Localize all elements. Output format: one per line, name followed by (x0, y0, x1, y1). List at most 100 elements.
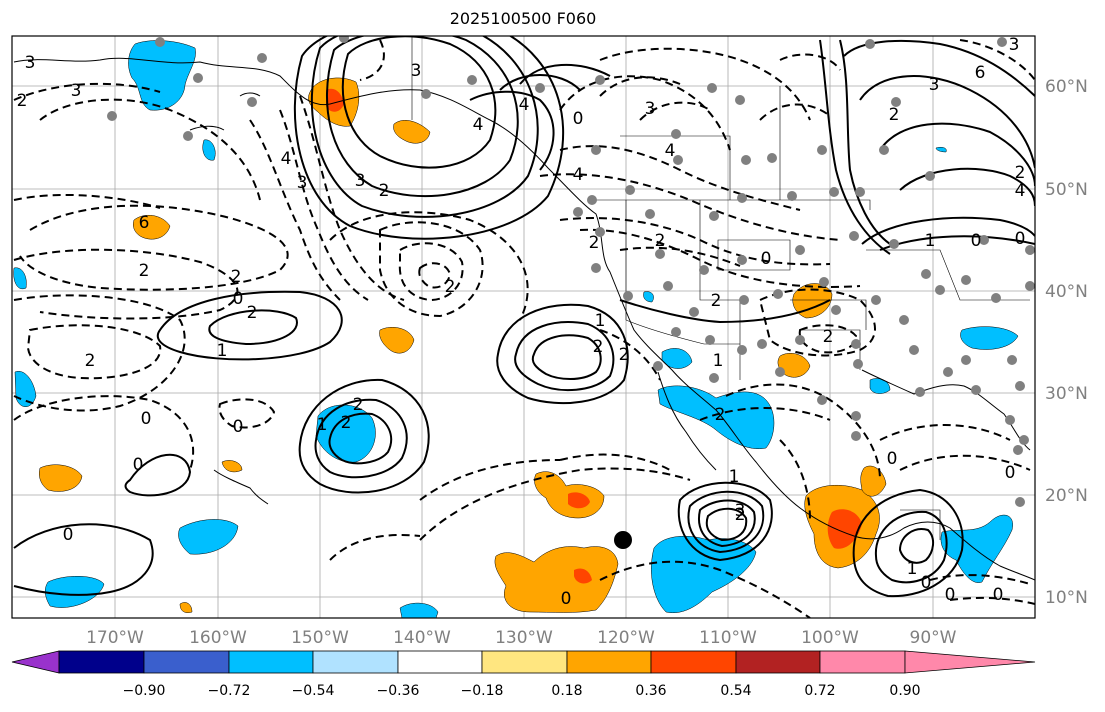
graticule (12, 36, 1035, 618)
contour-label: 0 (761, 249, 772, 269)
colorbar-tick: −0.90 (122, 683, 166, 699)
lat-label: 50°N (1045, 180, 1088, 200)
lon-label: 100°W (801, 628, 859, 648)
positive-contours (13, 36, 1035, 598)
colorbar-tick: 0.18 (551, 683, 583, 699)
colorbar-segment (566, 650, 652, 674)
contour-label: 2 (85, 351, 96, 371)
contour-label: 4 (665, 141, 676, 161)
contour-label: 1 (317, 415, 328, 435)
contour-label: 0 (561, 589, 572, 609)
contour-label: 6 (975, 63, 986, 83)
colorbar-segment (312, 650, 399, 674)
contour-label: 4 (519, 95, 530, 115)
contour-label: 0 (63, 525, 74, 545)
colorbar-tick: −0.18 (460, 683, 504, 699)
contour-label: 2 (445, 277, 456, 297)
lat-label: 40°N (1045, 282, 1088, 302)
contour-label: 2 (341, 413, 352, 433)
colorbar-tick: −0.54 (291, 683, 335, 699)
contour-label: 1 (729, 467, 740, 487)
contour-label: 2 (353, 395, 364, 415)
lon-label: 150°W (291, 628, 349, 648)
contour-label: 0 (945, 585, 956, 605)
colorbar-extend-right (904, 650, 1036, 674)
lon-label: 90°W (910, 628, 957, 648)
contour-label: 3 (411, 61, 422, 81)
contour-label: 3 (71, 81, 82, 101)
contour-label: 3 (25, 53, 36, 73)
contour-label: 4 (281, 149, 292, 169)
contour-label: 0 (133, 455, 144, 475)
contour-label: 1 (595, 311, 606, 331)
map-frame (11, 35, 1036, 619)
contour-label: 1 (217, 341, 228, 361)
contour-label: 3 (735, 501, 746, 521)
contour-label: 2 (889, 105, 900, 125)
map-background (12, 36, 1035, 618)
colorbar-tick: −0.36 (376, 683, 420, 699)
colorbar-segment (735, 650, 821, 674)
colorbar-segment (228, 650, 314, 674)
longitude-labels: 170°W 160°W 150°W 140°W 130°W 120°W 110°… (86, 628, 957, 648)
colorbar-extend-left (11, 650, 60, 674)
contour-label: 1 (925, 231, 936, 251)
contour-label: 0 (233, 289, 244, 309)
contour-label: 2 (655, 231, 666, 251)
colorbar-tick: 0.36 (635, 683, 667, 699)
lon-label: 140°W (393, 628, 451, 648)
colorbar-tick: 0.72 (804, 683, 836, 699)
contour-label: 3 (297, 173, 308, 193)
station-markers (107, 36, 1035, 507)
lat-label: 60°N (1045, 77, 1088, 97)
contour-label: 0 (573, 109, 584, 129)
coastlines (13, 57, 1035, 581)
contour-label: 1 (907, 559, 918, 579)
contour-label: 2 (589, 233, 600, 253)
contour-label: 0 (1005, 463, 1016, 483)
lon-label: 120°W (597, 628, 655, 648)
contour-label: 2 (379, 181, 390, 201)
political-borders (411, 36, 1030, 540)
contour-label: 0 (141, 409, 152, 429)
lon-label: 110°W (699, 628, 757, 648)
lat-label: 20°N (1045, 486, 1088, 506)
colorbar-segment (58, 650, 145, 674)
lat-label: 10°N (1045, 588, 1088, 608)
contour-label: 2 (711, 291, 722, 311)
contour-label: 2 (619, 345, 630, 365)
latitude-labels: 60°N 50°N 40°N 30°N 20°N 10°N (1045, 77, 1088, 608)
contour-label: 0 (971, 231, 982, 251)
contour-label: 0 (993, 585, 1004, 605)
contour-label: 2 (247, 303, 258, 323)
contour-label: 4 (573, 165, 584, 185)
colorbar-tick: 0.54 (720, 683, 752, 699)
contour-label: 2 (1015, 163, 1026, 183)
contour-labels: 3 2 3 4 3 2 3 4 0 3 4 3 2 1 0 2 0 2 6 2 … (17, 35, 1026, 609)
storm-center-marker (614, 531, 632, 549)
contour-label: 1 (713, 351, 724, 371)
contour-label: 0 (233, 417, 244, 437)
contour-label: 6 (139, 213, 150, 233)
contour-label: 2 (715, 405, 726, 425)
lat-label: 30°N (1045, 384, 1088, 404)
colorbar (11, 650, 1036, 674)
contour-label: 2 (231, 267, 242, 287)
colorbar-tick: 0.90 (889, 683, 921, 699)
contour-label: 0 (921, 573, 932, 593)
lon-label: 160°W (189, 628, 247, 648)
contour-label: 3 (645, 99, 656, 119)
contour-label: 0 (887, 449, 898, 469)
contour-label: 2 (823, 327, 834, 347)
map-title: 2025100500 F060 (449, 9, 597, 28)
contour-label: 3 (1009, 35, 1020, 55)
contour-label: 4 (1015, 181, 1026, 201)
negative-contours (13, 39, 1035, 618)
colorbar-segment (143, 650, 230, 674)
colorbar-segment (819, 650, 906, 674)
colorbar-segment (650, 650, 737, 674)
contour-label: 3 (929, 75, 940, 95)
strong-positive-shading (326, 88, 862, 584)
contour-label: 2 (17, 91, 28, 111)
